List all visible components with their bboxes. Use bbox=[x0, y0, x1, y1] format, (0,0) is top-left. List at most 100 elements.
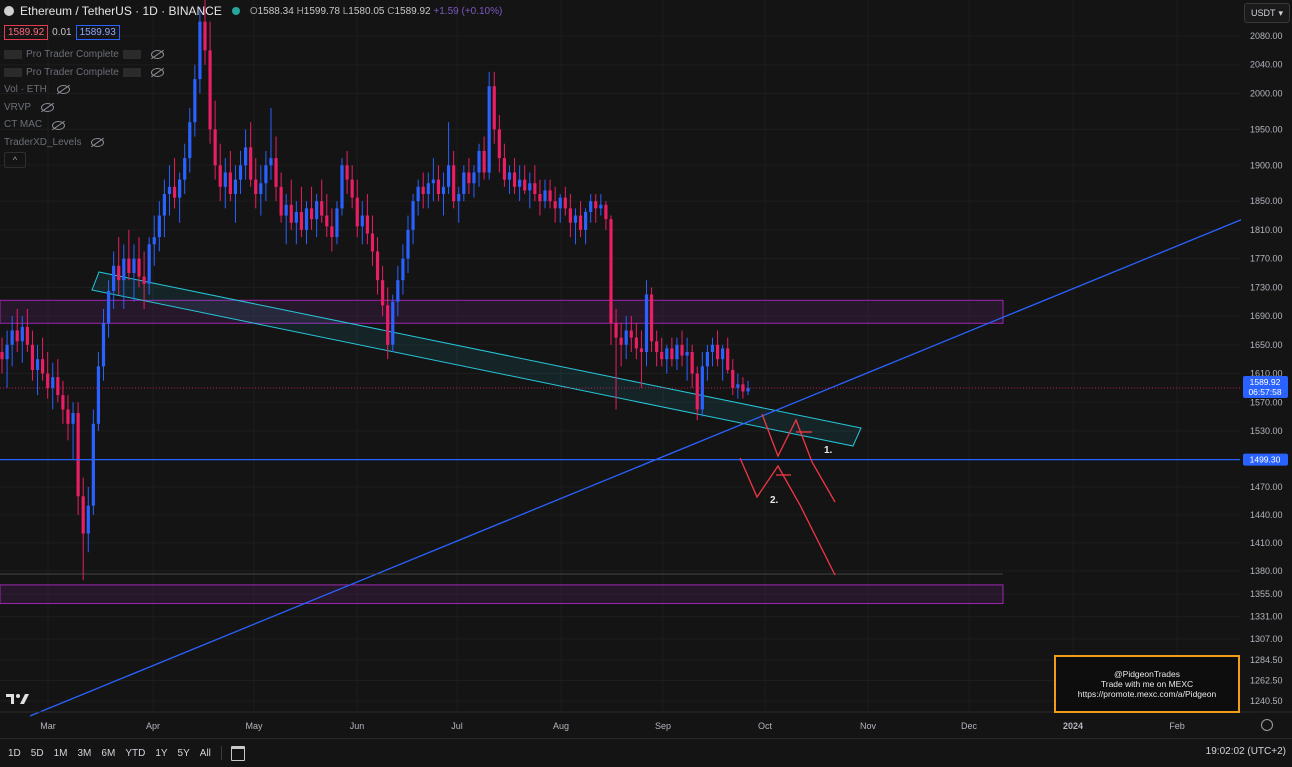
candle bbox=[548, 179, 552, 209]
candle bbox=[655, 330, 659, 367]
candle bbox=[705, 344, 710, 381]
market-status-icon bbox=[231, 7, 240, 15]
candle bbox=[71, 402, 75, 459]
price-axis[interactable]: 2080.00 2040.00 2000.00 1950.00 1900.00 1850.… bbox=[1241, 0, 1292, 738]
timeframe-1y[interactable]: 1Y bbox=[155, 747, 168, 759]
zone-2 bbox=[0, 584, 1004, 605]
timeframe-1m[interactable]: 1M bbox=[53, 747, 68, 759]
timeframe-ytd[interactable]: YTD bbox=[125, 747, 146, 759]
price-tick-label: 1900.00 bbox=[1250, 160, 1283, 170]
descending-channel bbox=[91, 271, 862, 447]
eth-logo-icon bbox=[4, 6, 14, 16]
promo-link[interactable]: https://promote.mexc.com/a/Pidgeon bbox=[1077, 689, 1217, 699]
timeframe-3m[interactable]: 3M bbox=[77, 747, 92, 759]
indicator-row[interactable]: Pro Trader Complete bbox=[4, 64, 164, 82]
indicator-row[interactable]: Vol · ETH bbox=[4, 81, 164, 99]
currency-selector[interactable]: USDT ▾ bbox=[1244, 3, 1290, 23]
candle bbox=[76, 402, 80, 515]
change-value: +1.59 (+0.10%) bbox=[433, 5, 503, 17]
candle bbox=[91, 409, 95, 515]
eye-hidden-icon[interactable] bbox=[91, 138, 105, 148]
candle bbox=[147, 237, 151, 295]
candle bbox=[137, 237, 141, 288]
indicator-row[interactable]: Pro Trader Complete bbox=[4, 46, 164, 64]
candle bbox=[710, 337, 715, 367]
time-tick-label: Jun bbox=[350, 721, 365, 731]
time-tick-label: Nov bbox=[860, 721, 877, 731]
indicator-row[interactable]: VRVP bbox=[4, 99, 164, 117]
symbol-title[interactable]: Ethereum / TetherUS · 1D · BINANCE bbox=[20, 4, 222, 18]
eye-hidden-icon[interactable] bbox=[56, 85, 70, 95]
channel-band bbox=[91, 271, 862, 447]
candle bbox=[731, 359, 735, 396]
candle bbox=[695, 366, 699, 421]
redacted-block bbox=[4, 67, 22, 77]
candle bbox=[294, 201, 298, 245]
timeframe-1d[interactable]: 1D bbox=[8, 747, 21, 759]
eye-hidden-icon[interactable] bbox=[150, 67, 164, 77]
candle bbox=[675, 337, 679, 370]
candle bbox=[355, 179, 359, 238]
candle bbox=[512, 158, 517, 194]
candle bbox=[558, 194, 562, 223]
candle bbox=[284, 194, 288, 245]
candle bbox=[279, 172, 283, 223]
candle bbox=[142, 251, 146, 309]
drawing-lines: 1. 2. bbox=[0, 218, 1244, 717]
candle bbox=[228, 150, 232, 202]
timeframe-5y[interactable]: 5Y bbox=[177, 747, 190, 759]
candle bbox=[188, 107, 192, 173]
annotation-1: 1. bbox=[824, 445, 833, 456]
candle bbox=[208, 21, 212, 144]
annotation-2: 2. bbox=[770, 495, 779, 506]
timeframe-5d[interactable]: 5D bbox=[30, 747, 44, 759]
candle bbox=[5, 330, 9, 388]
support-price-label: 1499.30 bbox=[1250, 455, 1281, 465]
time-tick-label: May bbox=[245, 721, 263, 731]
eye-hidden-icon[interactable] bbox=[150, 50, 164, 60]
candle bbox=[162, 179, 166, 238]
indicator-row[interactable]: TraderXD_Levels bbox=[4, 134, 164, 152]
eye-hidden-icon[interactable] bbox=[41, 103, 55, 113]
candle bbox=[51, 362, 55, 410]
price-tick-label: 2040.00 bbox=[1250, 60, 1283, 70]
candle bbox=[568, 194, 572, 238]
candle bbox=[30, 330, 35, 381]
candle bbox=[117, 237, 121, 295]
candle bbox=[325, 194, 329, 238]
candle bbox=[518, 165, 522, 202]
candle bbox=[421, 172, 425, 209]
rising-trendline bbox=[29, 218, 1244, 717]
price-tick-label: 1410.00 bbox=[1250, 538, 1283, 548]
candle bbox=[594, 194, 598, 223]
candle bbox=[573, 208, 578, 245]
candle bbox=[223, 158, 227, 209]
settings-gear-icon[interactable] bbox=[1261, 719, 1273, 731]
clock[interactable]: 19:02:02 (UTC+2) bbox=[1205, 746, 1286, 757]
timeframe-6m[interactable]: 6M bbox=[101, 747, 116, 759]
candle bbox=[426, 172, 430, 209]
candle bbox=[122, 244, 126, 309]
candle bbox=[340, 158, 344, 216]
timeframe-all[interactable]: All bbox=[199, 747, 211, 759]
candle bbox=[375, 237, 380, 295]
time-tick-label: Oct bbox=[758, 721, 773, 731]
calendar-icon[interactable] bbox=[230, 745, 245, 761]
candle bbox=[335, 201, 339, 245]
candle bbox=[441, 172, 446, 216]
collapse-legend-button[interactable]: ^ bbox=[4, 152, 26, 168]
candle bbox=[528, 172, 532, 209]
candle bbox=[106, 280, 111, 338]
indicator-row[interactable]: CT MAC bbox=[4, 116, 164, 134]
symbol-header[interactable]: Ethereum / TetherUS · 1D · BINANCE O1588… bbox=[4, 4, 502, 18]
redacted-block bbox=[122, 67, 141, 77]
buy-price-button[interactable]: 1589.93 bbox=[75, 25, 120, 40]
promo-box: @PidgeonTrades Trade with me on MEXC htt… bbox=[1054, 655, 1240, 713]
candle bbox=[152, 215, 156, 266]
eye-hidden-icon[interactable] bbox=[52, 120, 66, 130]
candle bbox=[198, 7, 202, 94]
sell-price-button[interactable]: 1589.92 bbox=[4, 25, 49, 40]
price-tick-label: 1440.00 bbox=[1250, 510, 1283, 520]
candle bbox=[40, 337, 45, 381]
